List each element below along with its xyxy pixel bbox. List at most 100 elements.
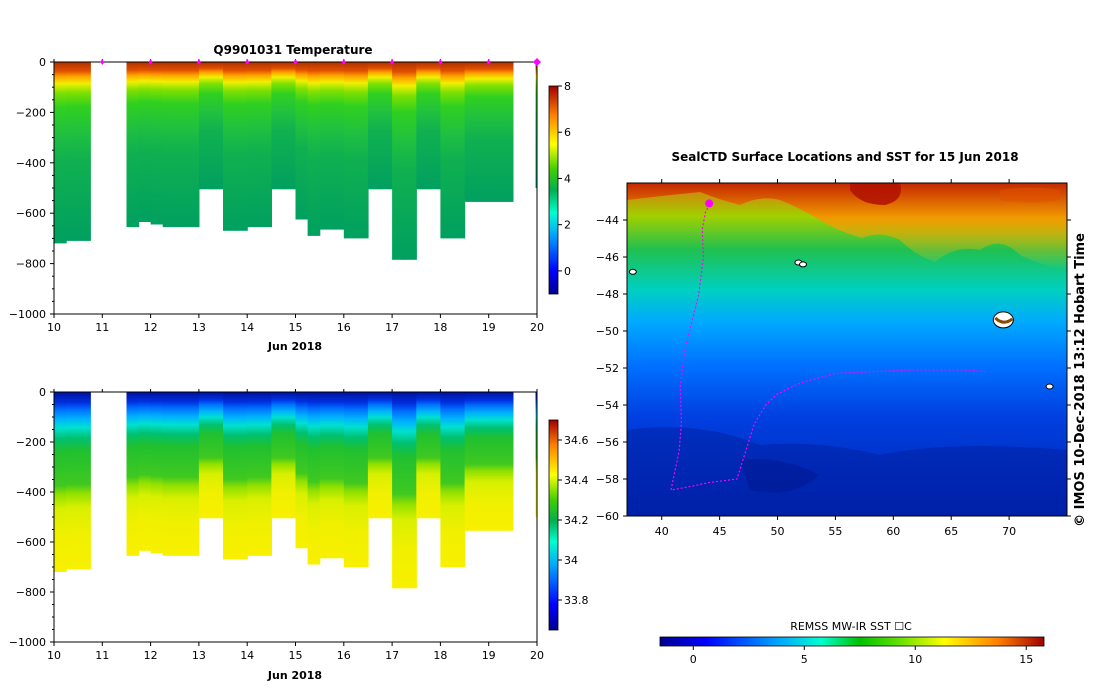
lon-tick-label: 40 [655,525,669,538]
lon-tick-label: 45 [713,525,727,538]
island-relief [994,316,1014,324]
profile-column [78,392,91,570]
x-tick-label: 10 [47,321,61,334]
lat-tick-label: −50 [596,325,619,338]
profile-column [138,62,152,222]
sst-colorbar-tick-label: 5 [801,653,808,666]
y-tick-label: −200 [16,436,46,449]
surface-marker [100,59,105,65]
lat-tick-label: −52 [596,362,619,375]
profile-column [186,392,200,556]
imos-credit: © IMOS 10-Dec-2018 13:12 Hobart Time [1073,233,1088,527]
profile-column [54,392,67,572]
y-tick-label: −1000 [9,308,46,321]
profile-column [259,62,272,228]
colorbar-tick-label: 34.6 [564,434,589,447]
temperature-x-label: Jun 2018 [267,340,322,353]
profile-column [198,392,212,519]
profile-column [452,392,466,567]
profile-column [174,392,188,556]
island-marker [628,268,637,275]
colorbar-tick-label: 0 [564,265,571,278]
surface-marker [196,59,201,65]
profile-column [343,62,357,239]
lat-tick-label: −58 [596,473,619,486]
profile-column [223,392,236,560]
x-tick-label: 13 [192,321,206,334]
y-tick-label: −1000 [9,636,46,649]
x-tick-label: 11 [95,321,109,334]
profile-column [488,392,502,531]
sst-colorbar-tick-label: 15 [1019,653,1033,666]
temperature-title: Q9901031 Temperature [213,43,372,57]
surface-marker [148,59,153,65]
profile-column [162,62,176,228]
profile-column [476,392,490,531]
x-tick-label: 19 [482,321,496,334]
profile-column [247,392,260,556]
profile-column [66,62,79,241]
salinity-colorbar-ticks: 34.6 34.4 34.2 34 33.8 [558,434,589,607]
profile-column [440,392,454,567]
profile-column [367,62,381,190]
profile-column [295,62,309,220]
salinity-x-label: Jun 2018 [267,669,322,682]
profile-column [186,62,200,228]
profile-column [404,62,417,260]
islands [628,259,1054,390]
surface-marker [245,59,250,65]
profile-column [66,392,79,570]
profile-column [235,392,248,560]
lon-tick-label: 70 [1002,525,1016,538]
x-tick-label: 12 [144,321,158,334]
sst-map-panel: SealCTD Surface Locations and SST for 15… [596,150,1071,666]
x-tick-label: 20 [530,321,544,334]
surface-marker [390,59,395,65]
surface-marker [486,59,491,65]
map-longitude-axis: 40 45 50 55 60 65 70 [655,179,1016,538]
profile-column [367,392,381,519]
salinity-x-axis: 10 11 12 13 14 15 16 17 18 19 20 [47,389,544,662]
lat-tick-label: −54 [596,399,619,412]
x-tick-label: 11 [95,649,109,662]
colorbar-tick-label: 33.8 [564,594,589,607]
y-tick-label: −400 [16,486,46,499]
lat-tick-label: −48 [596,288,619,301]
temperature-surface-markers [100,58,541,66]
colorbar-tick-label: 2 [564,219,571,232]
x-tick-label: 20 [530,649,544,662]
lat-tick-label: −60 [596,510,619,523]
salinity-y-axis: 0 −200 −400 −600 −800 −1000 [9,386,54,649]
sst-colorbar-label: REMSS MW-IR SST ☐C [790,620,912,633]
profile-column [464,62,478,202]
profile-column [380,392,393,519]
temperature-x-axis: 10 11 12 13 14 15 16 17 18 19 20 [47,59,544,334]
profile-column [392,392,405,589]
profile-column [247,62,260,228]
profile-column [283,62,297,190]
y-tick-label: 0 [39,56,46,69]
profile-column [319,62,333,230]
colorbar-tick-label: 6 [564,126,571,139]
lon-tick-label: 60 [886,525,900,538]
profile-column [126,392,140,556]
profile-column [331,392,345,559]
profile-column [488,62,502,202]
profile-column [380,62,393,190]
x-tick-label: 16 [337,649,351,662]
sst-colorbar [659,636,1045,647]
temperature-colorbar [548,85,559,295]
lat-tick-label: −56 [596,436,619,449]
y-tick-label: −400 [16,157,46,170]
lat-tick-label: −44 [596,214,619,227]
temperature-y-axis: 0 −200 −400 −600 −800 −1000 [9,56,54,321]
profile-column [500,392,514,531]
profile-column [54,62,67,244]
x-tick-label: 13 [192,649,206,662]
salinity-colorbar [548,419,559,631]
sst-map-title: SealCTD Surface Locations and SST for 15… [671,150,1018,164]
profile-column [211,392,224,519]
current-seal-position [705,199,714,208]
temperature-colorbar-ticks: 8 6 4 2 0 [558,80,571,278]
